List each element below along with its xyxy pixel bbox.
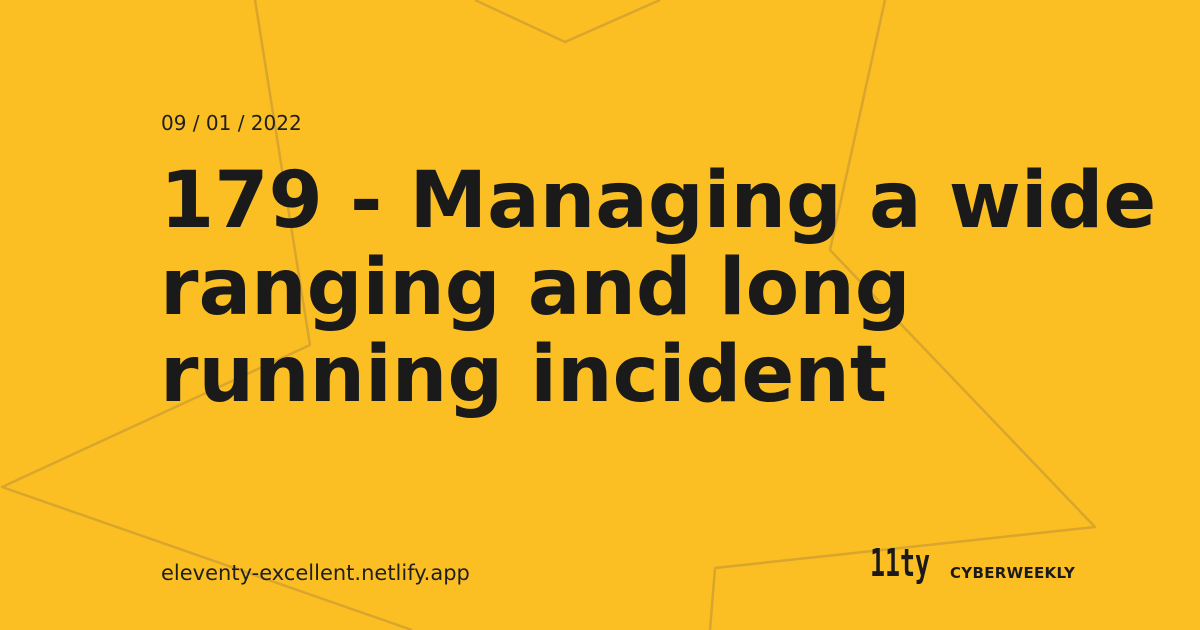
site-url: eleventy-excellent.netlify.app (161, 561, 470, 585)
brand-name: CYBERWEEKLY (950, 564, 1076, 582)
post-title: 179 - Managing a wide ranging and long r… (160, 156, 1157, 420)
eleventy-logo: 11ty (870, 541, 930, 585)
eleventy-logo-text: 11ty (870, 541, 930, 585)
post-date: 09 / 01 / 2022 (161, 111, 302, 135)
star-outline-segments (0, 0, 1097, 630)
